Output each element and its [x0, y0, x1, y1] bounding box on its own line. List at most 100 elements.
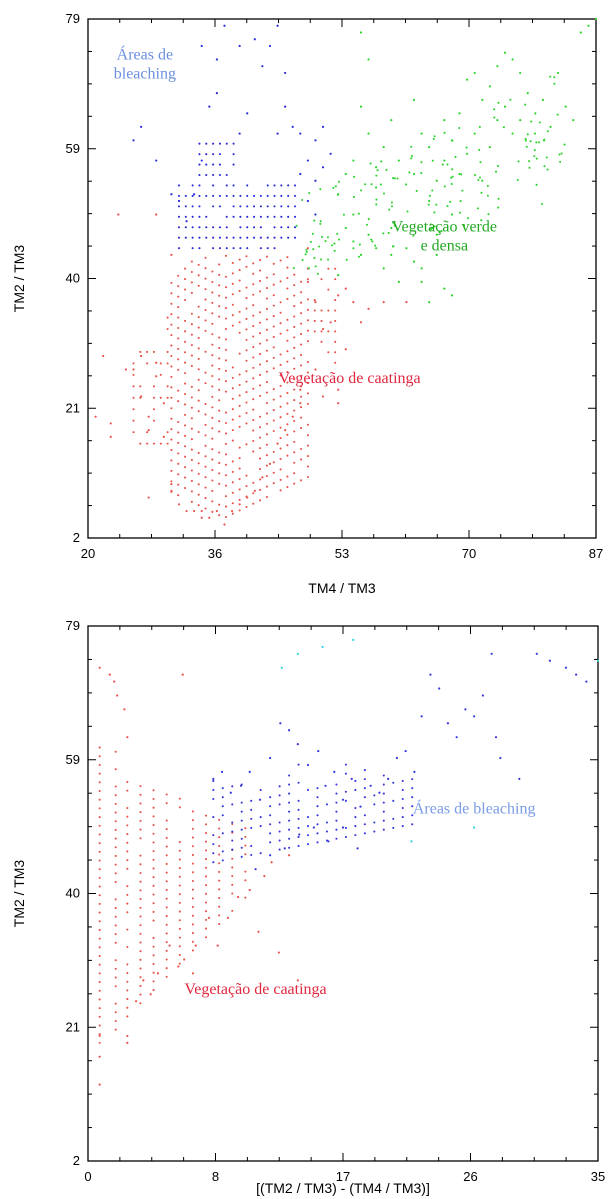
- point-bleaching: [225, 226, 228, 229]
- point-caatinga: [114, 794, 117, 797]
- point-bleaching: [200, 159, 203, 162]
- point-caatinga: [272, 325, 275, 328]
- point-caatinga: [204, 918, 208, 921]
- point-caatinga: [238, 503, 241, 506]
- point-bleaching: [329, 152, 332, 155]
- point-bleaching: [317, 749, 320, 753]
- point-caatinga: [218, 472, 221, 475]
- point-caatinga: [152, 971, 155, 974]
- point-caatinga: [126, 841, 129, 844]
- point-vegetacao: [458, 112, 461, 115]
- point-bleaching: [225, 184, 228, 187]
- point-caatinga: [152, 989, 155, 992]
- point-caatinga: [146, 431, 149, 434]
- point-caatinga: [98, 1041, 101, 1044]
- point-caatinga: [313, 330, 316, 333]
- point-bleaching: [392, 799, 395, 802]
- point-vegetacao: [376, 169, 379, 172]
- point-caatinga: [177, 316, 180, 319]
- point-vegetacao: [545, 156, 548, 159]
- point-caatinga: [184, 372, 187, 375]
- point-vegetacao: [427, 203, 430, 206]
- point-bleaching: [401, 797, 404, 801]
- point-caatinga: [165, 949, 168, 952]
- point-bleaching: [335, 819, 338, 822]
- point-bleaching: [297, 826, 300, 829]
- point-caatinga: [190, 417, 193, 420]
- point-caatinga: [300, 406, 303, 409]
- point-bleaching: [575, 673, 578, 676]
- point-caatinga: [98, 1034, 101, 1038]
- point-caatinga: [197, 274, 200, 277]
- point-caatinga: [184, 298, 187, 302]
- point-caatinga: [300, 374, 303, 377]
- point-caatinga: [293, 482, 296, 485]
- point-caatinga: [218, 273, 221, 276]
- point-bleaching: [363, 823, 366, 826]
- point-caatinga: [272, 409, 275, 412]
- point-caatinga: [132, 373, 135, 376]
- point-bleaching: [278, 803, 281, 806]
- point-caatinga: [102, 354, 105, 358]
- point-caatinga: [159, 396, 162, 399]
- point-caatinga: [218, 827, 221, 830]
- point-caatinga: [98, 789, 101, 793]
- point-caatinga: [152, 824, 155, 827]
- point-caatinga: [246, 496, 249, 499]
- point-bleaching: [259, 226, 262, 229]
- point-caatinga: [314, 368, 317, 371]
- point-caatinga: [259, 415, 262, 418]
- point-caatinga: [279, 405, 282, 408]
- point-caatinga: [191, 949, 194, 952]
- point-caatinga: [293, 336, 296, 339]
- point-caatinga: [245, 307, 248, 310]
- point-caatinga: [165, 967, 168, 970]
- point-caatinga: [139, 924, 142, 927]
- point-caatinga: [224, 474, 228, 477]
- point-caatinga: [98, 842, 101, 845]
- point-bleaching: [287, 226, 290, 229]
- y-tick-label: 59: [66, 141, 80, 156]
- point-bleaching: [411, 814, 414, 817]
- point-caatinga: [286, 318, 289, 321]
- point-vegetacao: [587, 24, 590, 27]
- point-caatinga: [152, 962, 155, 966]
- point-caatinga: [218, 461, 221, 464]
- point-caatinga: [238, 383, 241, 387]
- point-caatinga: [177, 306, 180, 309]
- point-caatinga: [211, 270, 214, 273]
- point-caatinga: [306, 381, 309, 385]
- point-caatinga: [218, 388, 221, 391]
- point-caatinga: [126, 867, 129, 870]
- point-caatinga: [152, 867, 155, 870]
- point-caatinga: [231, 909, 234, 912]
- point-caatinga: [165, 845, 168, 848]
- point-caatinga: [218, 923, 221, 926]
- point-caatinga: [126, 885, 129, 888]
- point-bleaching: [252, 215, 256, 218]
- point-caatinga: [224, 484, 228, 487]
- point-bleaching: [411, 787, 414, 790]
- point-caatinga: [245, 485, 248, 488]
- point-bleaching: [259, 816, 262, 819]
- point-bleaching: [438, 687, 441, 690]
- point-vegetacao: [553, 82, 556, 85]
- point-caatinga: [218, 844, 221, 847]
- point-caatinga: [216, 944, 219, 947]
- point-caatinga: [211, 343, 214, 346]
- point-caatinga: [218, 503, 221, 506]
- point-caatinga: [245, 391, 248, 394]
- point-caatinga: [184, 319, 187, 322]
- point-caatinga: [259, 447, 262, 450]
- point-caatinga: [238, 488, 241, 491]
- point-caatinga: [98, 746, 101, 749]
- point-caatinga: [224, 338, 228, 341]
- point-caatinga: [170, 386, 173, 389]
- point-caatinga: [211, 322, 214, 325]
- point-caatinga: [300, 385, 303, 388]
- point-caatinga: [184, 487, 187, 490]
- point-bleaching: [231, 839, 234, 842]
- point-vegetacao: [461, 189, 464, 192]
- point-vegetacao: [458, 211, 461, 214]
- point-caatinga: [170, 482, 173, 486]
